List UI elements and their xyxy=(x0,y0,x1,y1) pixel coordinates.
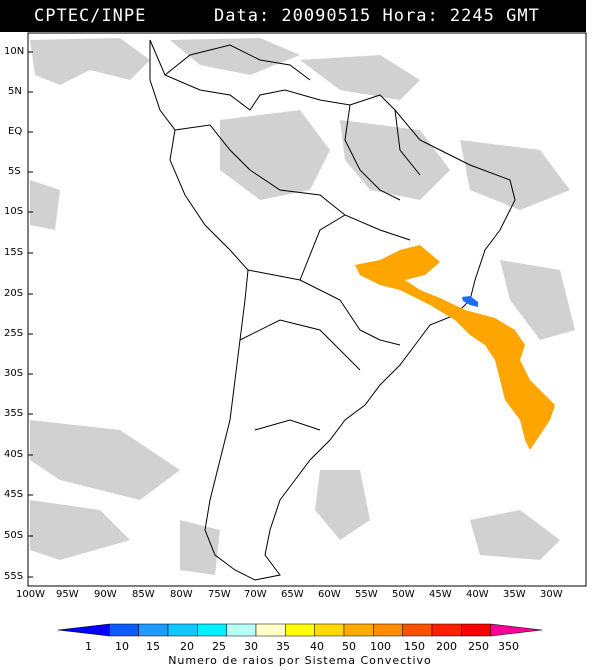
lightning-map xyxy=(27,32,587,587)
lon-label: 35W xyxy=(503,589,526,600)
legend-value: 100 xyxy=(370,640,391,653)
legend-caption: Numero de raios por Sistema Convectivo xyxy=(168,654,432,667)
lon-label: 95W xyxy=(56,589,79,600)
legend-value: 20 xyxy=(180,640,194,653)
lat-label: 40S xyxy=(4,449,24,460)
legend-swatch xyxy=(255,623,286,637)
lon-label: 45W xyxy=(429,589,452,600)
legend-value: 10 xyxy=(115,640,129,653)
lon-label: 50W xyxy=(392,589,415,600)
legend-value: 200 xyxy=(436,640,457,653)
legend-swatch xyxy=(226,623,257,637)
legend-value: 250 xyxy=(468,640,489,653)
lat-label: 55S xyxy=(4,571,24,582)
lat-label: 10S xyxy=(4,206,24,217)
lat-label: 20S xyxy=(4,288,24,299)
legend-value: 25 xyxy=(212,640,226,653)
legend-swatch xyxy=(343,623,374,637)
legend-value: 50 xyxy=(342,640,356,653)
legend-value: 30 xyxy=(244,640,258,653)
legend-swatch xyxy=(373,623,403,637)
lon-label: 90W xyxy=(94,589,117,600)
lat-label: 5S xyxy=(8,166,21,177)
lat-label: 30S xyxy=(4,368,24,379)
legend-swatch xyxy=(402,623,433,637)
legend-swatch xyxy=(197,623,227,637)
legend-swatch xyxy=(57,623,110,637)
legend-swatch xyxy=(109,623,139,637)
legend-swatch xyxy=(138,623,169,637)
lightning-cluster-blue xyxy=(462,296,478,307)
lon-label: 40W xyxy=(466,589,489,600)
coastlines xyxy=(149,39,516,581)
lightning-cells xyxy=(355,245,555,450)
legend-swatch xyxy=(461,623,491,637)
legend-value: 15 xyxy=(146,640,160,653)
legend-value: 150 xyxy=(404,640,425,653)
lat-label: EQ xyxy=(8,126,23,137)
lightning-band xyxy=(355,245,555,450)
lon-label: 100W xyxy=(16,589,45,600)
datetime-label: Data: 20090515 Hora: 2245 GMT xyxy=(214,6,540,26)
cloud-cover xyxy=(30,38,575,575)
axis-ticks xyxy=(28,51,33,578)
legend-swatch xyxy=(167,623,198,637)
legend-swatch xyxy=(431,623,462,637)
legend-swatch xyxy=(490,623,543,637)
lon-label: 85W xyxy=(132,589,155,600)
lat-label: 50S xyxy=(4,530,24,541)
lon-label: 80W xyxy=(170,589,193,600)
lon-label: 65W xyxy=(281,589,304,600)
source-label: CPTEC/INPE xyxy=(34,6,147,26)
legend-value: 1 xyxy=(85,640,92,653)
lon-label: 75W xyxy=(208,589,231,600)
legend-value: 40 xyxy=(310,640,324,653)
legend-swatch xyxy=(285,623,315,637)
lat-label: 10N xyxy=(4,46,25,57)
lat-label: 5N xyxy=(8,86,22,97)
lon-label: 30W xyxy=(540,589,563,600)
map-frame xyxy=(27,32,587,587)
color-legend xyxy=(57,623,543,637)
lon-label: 55W xyxy=(355,589,378,600)
lat-label: 15S xyxy=(4,247,24,258)
map-header: CPTEC/INPE Data: 20090515 Hora: 2245 GMT xyxy=(0,0,586,32)
legend-swatch xyxy=(314,623,345,637)
lat-label: 35S xyxy=(4,408,24,419)
lat-label: 45S xyxy=(4,489,24,500)
legend-value: 35 xyxy=(276,640,290,653)
lat-label: 25S xyxy=(4,328,24,339)
legend-value: 350 xyxy=(498,640,519,653)
lon-label: 60W xyxy=(318,589,341,600)
lon-label: 70W xyxy=(244,589,267,600)
